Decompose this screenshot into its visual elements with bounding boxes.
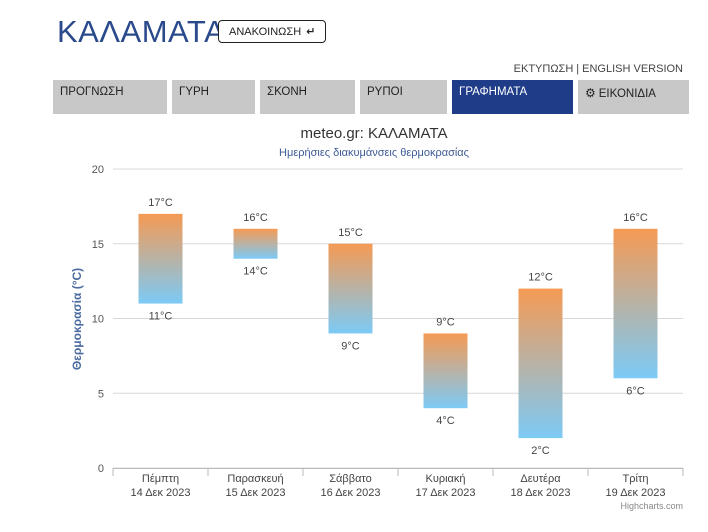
y-tick-label: 0: [98, 463, 104, 475]
chart-title: meteo.gr: ΚΑΛΑΜΑΤΑ: [300, 125, 447, 142]
high-temp-label: 16°C: [623, 212, 648, 224]
chart-grid: [112, 168, 684, 476]
temperature-range-bar: [518, 288, 563, 439]
chart-svg: meteo.gr: ΚΑΛΑΜΑΤΑ Ημερήσιες διακυμάνσει…: [70, 125, 684, 511]
tab-label: ΠΡΟΓΝΩΣΗ: [60, 86, 124, 98]
x-tick-day: Τρίτη: [623, 473, 649, 485]
x-tick-date: 17 Δεκ 2023: [416, 487, 476, 499]
low-temp-label: 11°C: [149, 311, 173, 323]
top-links: ΕΚΤΥΠΩΣΗ | ENGLISH VERSION: [514, 63, 683, 75]
city-title: ΚΑΛΑΜΑΤΑ: [57, 14, 226, 49]
tab-label: ΓΡΑΦΗΜΑΤΑ: [459, 86, 528, 98]
announcement-button[interactable]: ΑΝΑΚΟΙΝΩΣΗ ↵: [218, 20, 327, 43]
tab-label: ΕΙΚΟΝΙΔΙΑ: [598, 88, 656, 100]
gear-icon: ⚙: [585, 86, 596, 100]
temperature-range-bar: [233, 228, 278, 259]
x-tick-day: Πέμπτη: [142, 473, 179, 485]
x-tick-labels: Πέμπτη 14 Δεκ 2023 Παρασκευή 15 Δεκ 2023 Σάβ…: [131, 473, 666, 499]
tab-charts[interactable]: ΓΡΑΦΗΜΑΤΑ: [452, 80, 573, 114]
x-tick-day: Κυριακή: [425, 473, 465, 485]
chart-credits[interactable]: Highcharts.com: [620, 501, 683, 511]
temperature-range-bar: [138, 213, 183, 304]
x-tick-day: Σάββατο: [329, 473, 371, 485]
y-tick-label: 5: [98, 388, 104, 400]
tab-bar: ΠΡΟΓΝΩΣΗ ΓΥΡΗ ΣΚΟΝΗ ΡΥΠΟΙ ΓΡΑΦΗΜΑΤΑ ⚙ ΕΙΚ…: [53, 80, 689, 114]
y-tick-label: 20: [92, 164, 104, 176]
high-temp-label: 15°C: [338, 227, 363, 239]
tab-pollen[interactable]: ΓΥΡΗ: [172, 80, 255, 114]
tab-pollutants[interactable]: ΡΥΠΟΙ: [360, 80, 447, 114]
low-temp-label: 2°C: [531, 445, 550, 457]
announcement-label: ΑΝΑΚΟΙΝΩΣΗ: [229, 25, 302, 38]
low-temp-label: 14°C: [243, 266, 268, 278]
temperature-range-bar: [328, 243, 373, 334]
tab-icons[interactable]: ⚙ ΕΙΚΟΝΙΔΙΑ: [578, 80, 689, 114]
low-temp-label: 4°C: [436, 415, 455, 427]
x-tick-date: 15 Δεκ 2023: [226, 487, 286, 499]
x-tick-day: Δευτέρα: [520, 473, 561, 485]
tab-dust[interactable]: ΣΚΟΝΗ: [260, 80, 355, 114]
x-tick-date: 18 Δεκ 2023: [511, 487, 571, 499]
low-temp-label: 6°C: [626, 385, 645, 397]
temperature-range-bar: [613, 228, 658, 379]
arrow-return-icon: ↵: [306, 26, 316, 38]
high-temp-label: 17°C: [148, 197, 173, 209]
tab-forecast[interactable]: ΠΡΟΓΝΩΣΗ: [53, 80, 167, 114]
high-temp-label: 12°C: [528, 272, 553, 284]
x-tick-day: Παρασκευή: [227, 473, 283, 485]
chart-subtitle: Ημερήσιες διακυμάνσεις θερμοκρασίας: [279, 147, 469, 159]
high-temp-label: 9°C: [436, 316, 455, 328]
low-temp-label: 9°C: [341, 340, 360, 352]
y-tick-label: 10: [92, 314, 104, 326]
high-temp-label: 16°C: [243, 212, 268, 224]
y-tick-labels: 0 5 10 15 20: [92, 164, 104, 475]
x-tick-date: 19 Δεκ 2023: [606, 487, 666, 499]
x-tick-date: 16 Δεκ 2023: [321, 487, 381, 499]
chart-bars: 17°C 11°C 16°C 14°C 15°C 9°C 9°C 4°C 12°C 2°C 16°C…: [138, 197, 658, 457]
temperature-range-bar: [423, 333, 468, 409]
temperature-chart: meteo.gr: ΚΑΛΑΜΑΤΑ Ημερήσιες διακυμάνσει…: [0, 118, 708, 527]
tab-label: ΓΥΡΗ: [179, 86, 209, 98]
link-separator: |: [576, 63, 580, 75]
tab-label: ΣΚΟΝΗ: [267, 86, 307, 98]
tab-label: ΡΥΠΟΙ: [367, 86, 403, 98]
x-tick-date: 14 Δεκ 2023: [131, 487, 191, 499]
print-link[interactable]: ΕΚΤΥΠΩΣΗ: [513, 63, 574, 75]
y-axis-label: Θερμοκρασία (°C): [70, 268, 84, 370]
english-version-link[interactable]: ENGLISH VERSION: [582, 63, 683, 75]
y-tick-label: 15: [92, 239, 104, 251]
